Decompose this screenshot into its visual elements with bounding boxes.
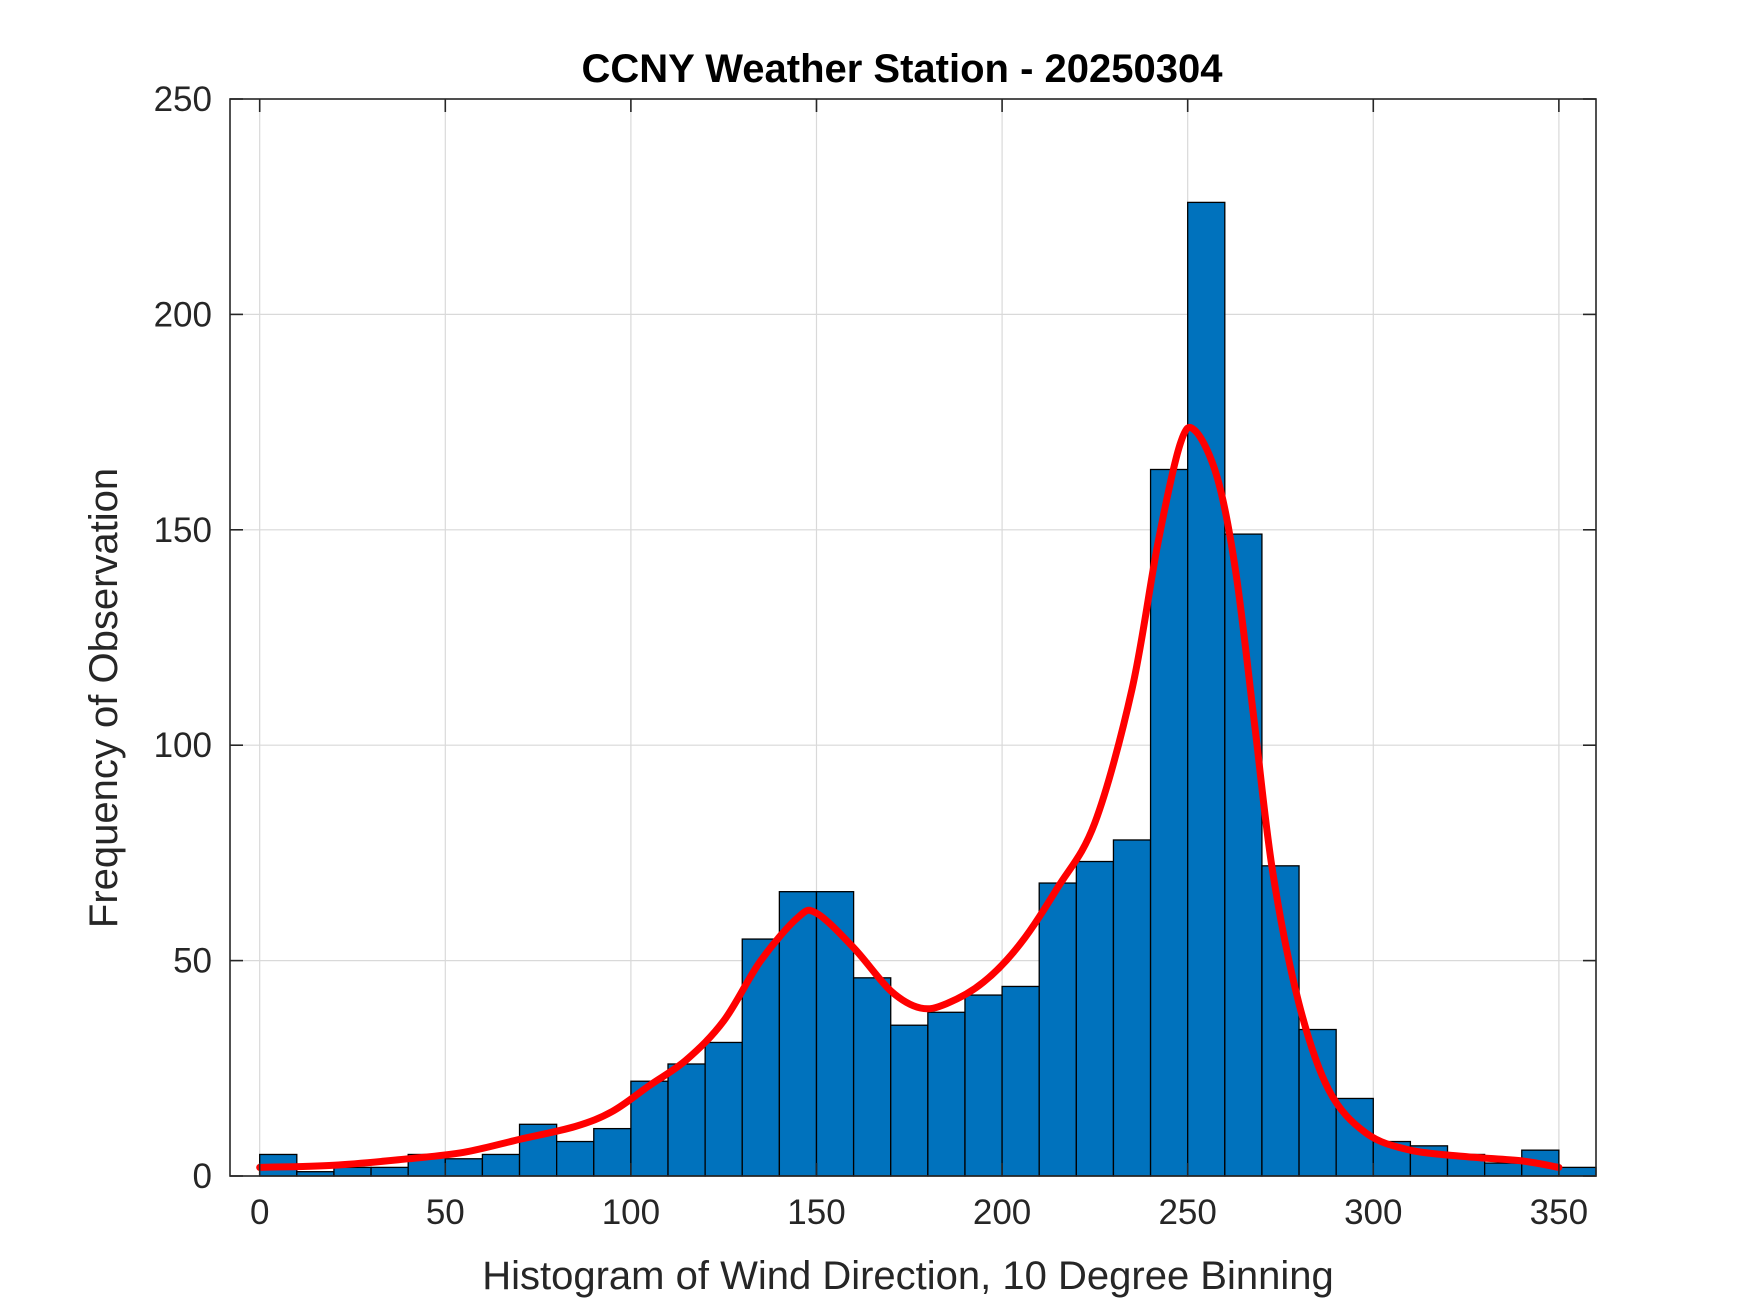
y-tick-label: 150 <box>154 511 212 550</box>
fit-curve <box>256 423 1563 1171</box>
y-axis-label: Frequency of Observation <box>82 468 126 928</box>
histogram-bar <box>890 1024 929 1177</box>
histogram-bar <box>333 1166 372 1177</box>
x-tick-label: 300 <box>1344 1193 1402 1232</box>
histogram-bar <box>1187 201 1226 1177</box>
histogram-bar <box>1075 860 1115 1177</box>
histogram-bar <box>778 891 818 1177</box>
histogram-bar <box>1038 882 1077 1177</box>
histogram-bar <box>964 994 1003 1177</box>
x-tick-label: 0 <box>250 1193 269 1232</box>
x-tick-label: 50 <box>426 1193 465 1232</box>
y-tick-label: 0 <box>193 1157 212 1196</box>
histogram-bar <box>1149 468 1189 1177</box>
histogram-bar <box>593 1127 632 1177</box>
y-tick-label: 200 <box>154 295 212 334</box>
histogram-bar <box>481 1153 521 1177</box>
histogram-bar <box>1298 1028 1337 1177</box>
x-tick-label: 200 <box>973 1193 1031 1232</box>
plot-area <box>230 99 1596 1176</box>
histogram-bar <box>370 1166 409 1177</box>
y-tick-label: 100 <box>154 726 212 765</box>
histogram-bar <box>1558 1166 1597 1177</box>
x-tick-label: 250 <box>1158 1193 1216 1232</box>
histogram-bar <box>704 1041 743 1177</box>
histogram-bar <box>1483 1162 1523 1177</box>
x-tick-label: 350 <box>1530 1193 1588 1232</box>
histogram-bar <box>1112 839 1152 1177</box>
x-axis-label: Histogram of Wind Direction, 10 Degree B… <box>482 1254 1334 1298</box>
histogram-bar <box>1001 985 1040 1177</box>
histogram-bar <box>927 1011 966 1177</box>
axes-frame <box>229 98 1597 1177</box>
x-tick-label: 100 <box>602 1193 660 1232</box>
histogram-bar <box>815 891 855 1177</box>
chart-title: CCNY Weather Station - 20250304 <box>582 47 1224 91</box>
y-tick-label: 250 <box>154 80 212 119</box>
y-tick-labels: 0 50 100 150 200 250 <box>154 80 212 1196</box>
histogram-bar <box>852 977 892 1177</box>
tick-marks <box>230 98 1596 1177</box>
histogram-bar <box>556 1140 595 1177</box>
x-tick-labels: 0 50 100 150 200 250 300 350 <box>250 1193 1588 1232</box>
histogram-bar <box>444 1158 484 1177</box>
x-tick-label: 150 <box>787 1193 845 1232</box>
histogram-bar <box>667 1063 706 1177</box>
y-tick-label: 50 <box>173 942 212 981</box>
